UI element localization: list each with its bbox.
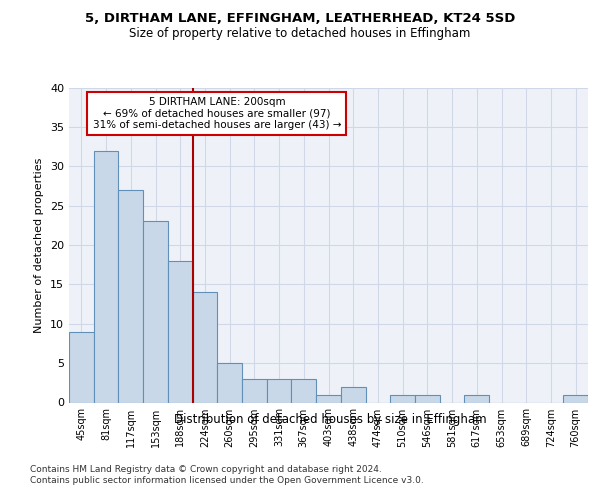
- Bar: [118, 190, 143, 402]
- Text: 5, DIRTHAM LANE, EFFINGHAM, LEATHERHEAD, KT24 5SD: 5, DIRTHAM LANE, EFFINGHAM, LEATHERHEAD,…: [85, 12, 515, 26]
- Bar: [267, 379, 292, 402]
- Bar: [341, 387, 365, 402]
- Text: 5 DIRTHAM LANE: 200sqm
← 69% of detached houses are smaller (97)
31% of semi-det: 5 DIRTHAM LANE: 200sqm ← 69% of detached…: [92, 97, 341, 130]
- Bar: [193, 292, 217, 403]
- Bar: [415, 394, 440, 402]
- Text: Contains HM Land Registry data © Crown copyright and database right 2024.: Contains HM Land Registry data © Crown c…: [30, 465, 382, 474]
- Bar: [143, 222, 168, 402]
- Bar: [94, 150, 118, 402]
- Text: Distribution of detached houses by size in Effingham: Distribution of detached houses by size …: [173, 412, 487, 426]
- Bar: [69, 332, 94, 402]
- Bar: [217, 363, 242, 403]
- Text: Contains public sector information licensed under the Open Government Licence v3: Contains public sector information licen…: [30, 476, 424, 485]
- Y-axis label: Number of detached properties: Number of detached properties: [34, 158, 44, 332]
- Bar: [168, 261, 193, 402]
- Bar: [563, 394, 588, 402]
- Bar: [242, 379, 267, 402]
- Bar: [316, 394, 341, 402]
- Bar: [464, 394, 489, 402]
- Bar: [390, 394, 415, 402]
- Text: Size of property relative to detached houses in Effingham: Size of property relative to detached ho…: [130, 28, 470, 40]
- Bar: [292, 379, 316, 402]
